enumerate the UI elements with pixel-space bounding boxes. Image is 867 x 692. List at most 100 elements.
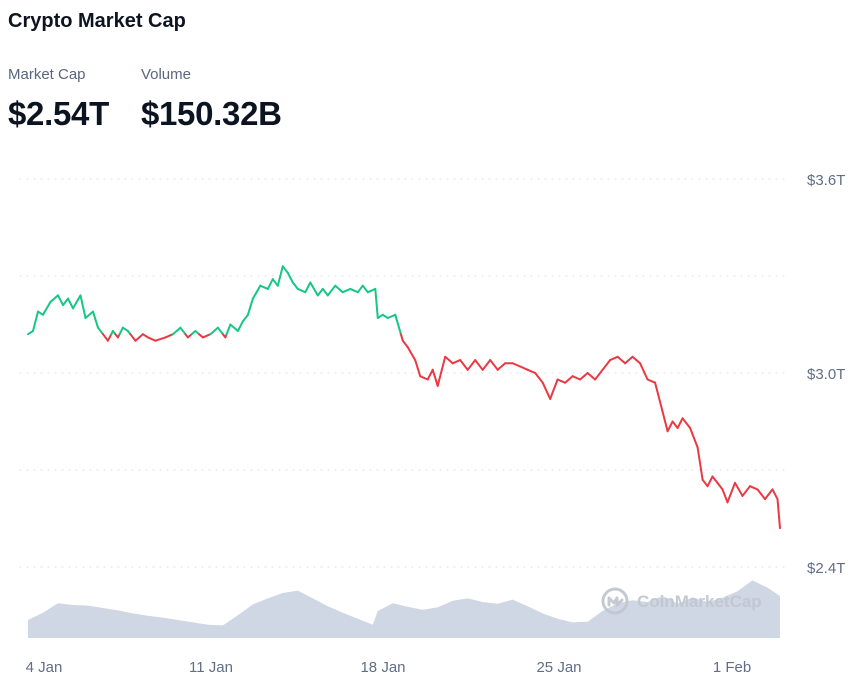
market-cap-label: Market Cap <box>8 66 86 83</box>
watermark: CoinMarketCap <box>601 587 762 615</box>
price-segment-43 <box>291 281 299 290</box>
price-segment-97 <box>661 410 669 433</box>
price-segment-100 <box>676 417 684 429</box>
price-segment-53 <box>356 284 364 294</box>
price-segment-80 <box>534 372 544 384</box>
price-segment-38 <box>266 278 274 290</box>
volume-value: $150.32B <box>140 95 282 132</box>
price-segment-56 <box>374 287 379 319</box>
price-segment-62 <box>406 346 417 362</box>
price-segment-50 <box>334 284 344 294</box>
price-segment-74 <box>489 359 499 371</box>
price-segment-91 <box>616 355 627 365</box>
price-segment-60-0 <box>394 313 402 336</box>
price-lines <box>27 265 781 530</box>
x-tick-1-feb: 1 Feb <box>713 659 751 676</box>
price-segment-39 <box>271 278 279 287</box>
price-segment-59 <box>386 313 397 319</box>
price-segment-87 <box>586 372 597 381</box>
price-segment-86 <box>579 372 589 381</box>
price-segment-105 <box>706 475 714 488</box>
volume-area <box>28 580 780 638</box>
price-segment-51 <box>341 287 352 294</box>
y-tick-3-6: $3.6T <box>807 172 845 189</box>
price-segment-73 <box>481 359 492 371</box>
price-segment-90 <box>609 355 619 362</box>
price-segment-96 <box>654 381 664 413</box>
price-segment-33 <box>236 320 244 332</box>
price-segment-71 <box>466 359 477 371</box>
market-cap-stat: Market Cap $2.54T <box>8 66 109 133</box>
price-segment-4 <box>49 294 59 303</box>
price-segment-16-1 <box>118 326 124 336</box>
price-segment-49 <box>326 284 337 297</box>
x-tick-25-jan: 25 Jan <box>536 659 581 676</box>
x-tick-18-jan: 18 Jan <box>360 659 405 676</box>
price-segment-12 <box>97 326 104 336</box>
price-segment-69 <box>451 359 462 365</box>
watermark-text: CoinMarketCap <box>637 592 762 611</box>
price-segment-29 <box>209 326 219 336</box>
price-segment-79 <box>526 368 537 374</box>
price-segment-107 <box>716 481 724 491</box>
price-segment-77 <box>511 362 522 368</box>
price-segment-19 <box>134 333 144 342</box>
price-segment-32 <box>229 323 239 332</box>
price-segment-37 <box>259 284 269 290</box>
price-segment-6 <box>62 297 69 307</box>
price-segment-101 <box>681 417 692 429</box>
price-segment-108 <box>721 488 729 504</box>
price-segment-45 <box>304 281 312 294</box>
price-segment-22 <box>154 336 167 342</box>
price-segment-52 <box>349 287 359 294</box>
price-segment-88 <box>594 368 604 381</box>
price-segment-21 <box>146 336 157 342</box>
price-segment-35 <box>246 297 254 316</box>
price-segment-104 <box>701 478 709 488</box>
price-segment-99 <box>671 420 679 429</box>
price-segment-9 <box>79 294 87 319</box>
price-segment-65 <box>426 368 434 381</box>
price-segment-89 <box>601 359 612 371</box>
price-segment-48 <box>321 287 329 297</box>
price-segment-114 <box>764 488 774 501</box>
price-segment-44 <box>296 287 307 294</box>
price-segment-30-0 <box>216 326 224 336</box>
price-segment-36 <box>251 284 262 300</box>
price-segment-81 <box>541 381 552 400</box>
price-segment-61 <box>401 339 409 349</box>
price-segment-28 <box>201 333 212 339</box>
volume-stat: Volume $150.32B <box>141 66 282 133</box>
price-segment-18-1 <box>129 333 137 342</box>
price-segment-70 <box>459 359 469 371</box>
price-segment-25-0 <box>179 326 187 336</box>
price-segment-67 <box>436 355 447 387</box>
price-segment-46 <box>309 281 319 297</box>
x-tick-11-jan: 11 Jan <box>189 659 233 676</box>
price-segment-109 <box>726 481 736 504</box>
stats-row: Market Cap $2.54T Volume $150.32B <box>8 66 282 133</box>
price-segment-5 <box>57 294 64 307</box>
price-segment-34 <box>241 313 249 323</box>
y-tick-3-0: $3.0T <box>807 366 845 383</box>
y-tick-2-4: $2.4T <box>807 560 845 577</box>
price-segment-110 <box>734 481 744 497</box>
price-segment-75 <box>496 362 507 371</box>
volume-label: Volume <box>140 66 191 83</box>
price-segment-8 <box>72 294 82 310</box>
chart-grid <box>19 178 786 568</box>
price-segment-42 <box>286 271 294 284</box>
price-segment-13 <box>102 333 109 342</box>
price-segment-98 <box>666 420 674 433</box>
price-segment-92 <box>624 355 634 365</box>
price-segment-14-0 <box>106 333 113 342</box>
price-segment-106 <box>711 475 719 484</box>
price-segment-82 <box>549 378 559 400</box>
price-segment-1 <box>32 310 39 332</box>
price-segment-40 <box>276 265 284 287</box>
price-segment-115 <box>771 488 779 501</box>
price-segment-84 <box>564 375 574 384</box>
price-segment-83 <box>556 378 567 384</box>
price-segment-111 <box>741 485 751 497</box>
